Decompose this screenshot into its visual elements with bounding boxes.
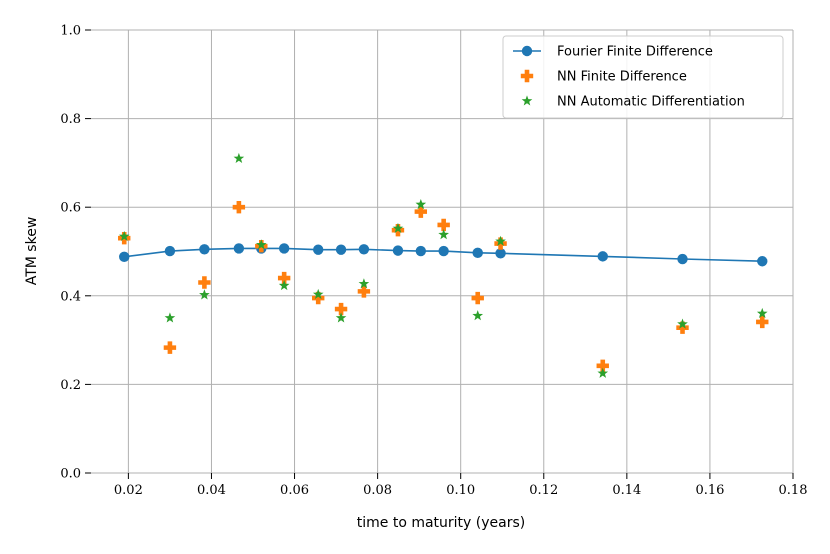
data-point-circle: [164, 245, 176, 257]
data-point-circle: [472, 247, 483, 259]
data-point-plus: [414, 205, 428, 218]
data-point-star: [438, 229, 449, 240]
legend: Fourier Finite Difference NN Finite Diffe…: [502, 35, 784, 119]
y-axis-label: ATM skew: [24, 217, 40, 286]
data-point-circle: [233, 243, 245, 254]
data-point-circle: [313, 244, 324, 255]
data-point-plus: [357, 285, 371, 298]
legend-label: Fourier Finite Difference: [557, 45, 713, 60]
data-point-plus: [277, 271, 291, 285]
data-point-plus: [756, 315, 769, 329]
data-point-star: [597, 367, 609, 378]
data-point-circle: [757, 256, 768, 267]
data-point-star: [472, 310, 484, 321]
data-point-star: [358, 278, 370, 289]
data-point-circle: [495, 248, 506, 259]
data-point-plus: [163, 341, 177, 354]
x-tick-label: 0.16: [695, 483, 724, 498]
data-point-circle: [278, 243, 290, 254]
data-point-star: [392, 222, 404, 233]
data-point-plus: [232, 201, 246, 214]
data-point-star: [164, 312, 176, 323]
data-point-plus: [676, 321, 689, 334]
data-point-star: [278, 280, 290, 291]
data-point-star: [335, 312, 347, 323]
data-point-plus: [198, 276, 211, 289]
y-tick-label: 0.6: [60, 201, 81, 216]
y-tick-label: 0.8: [60, 112, 81, 127]
data-point-circle: [358, 244, 370, 255]
y-tick-label: 1.0: [60, 24, 81, 39]
legend-box: [502, 35, 784, 119]
data-point-star: [495, 235, 506, 246]
data-point-circle: [119, 251, 130, 263]
x-axis-label: time to maturity (years): [357, 515, 526, 531]
data-point-star: [415, 198, 427, 210]
data-point-circle: [415, 245, 427, 257]
x-tick-label: 0.10: [446, 483, 475, 498]
x-tick-label: 0.02: [114, 483, 143, 498]
y-tick-label: 0.2: [60, 378, 81, 393]
y-tick-label: 0.4: [60, 289, 81, 304]
data-point-plus: [471, 291, 484, 305]
legend-marker-star: [521, 95, 533, 106]
data-point-plus: [437, 218, 450, 232]
data-point-circle: [438, 245, 449, 257]
x-tick-label: 0.14: [612, 483, 641, 498]
data-point-star: [233, 152, 245, 163]
legend-label: NN Finite Difference: [557, 70, 687, 85]
y-tick-label: 0.0: [60, 467, 81, 482]
data-point-circle: [199, 244, 210, 255]
data-point-star: [312, 288, 324, 299]
plot-area: [118, 152, 769, 378]
x-tick-label: 0.18: [779, 483, 808, 498]
data-point-circle: [335, 244, 347, 255]
data-point-star: [756, 307, 768, 319]
data-point-circle: [597, 251, 608, 262]
x-tick-label: 0.08: [363, 483, 392, 498]
data-point-plus: [312, 291, 325, 305]
legend-marker-circle: [521, 45, 533, 57]
axes: 0.02 0.04 0.06 0.08 0.10 0.12 0.14 0.16 0.18 0.0 0…: [60, 24, 807, 499]
data-point-circle: [677, 253, 688, 265]
data-point-star: [118, 230, 130, 241]
data-point-star: [199, 289, 210, 300]
x-tick-label: 0.12: [529, 483, 558, 498]
x-tick-label: 0.04: [197, 483, 226, 498]
data-point-plus: [334, 302, 348, 316]
data-point-star: [255, 239, 267, 250]
legend-label: NN Automatic Differentiation: [557, 95, 745, 110]
data-point-star: [677, 318, 688, 329]
data-point-plus: [596, 359, 609, 372]
data-point-circle: [392, 245, 404, 256]
x-tick-label: 0.06: [280, 483, 309, 498]
legend-marker-plus: [520, 69, 534, 83]
